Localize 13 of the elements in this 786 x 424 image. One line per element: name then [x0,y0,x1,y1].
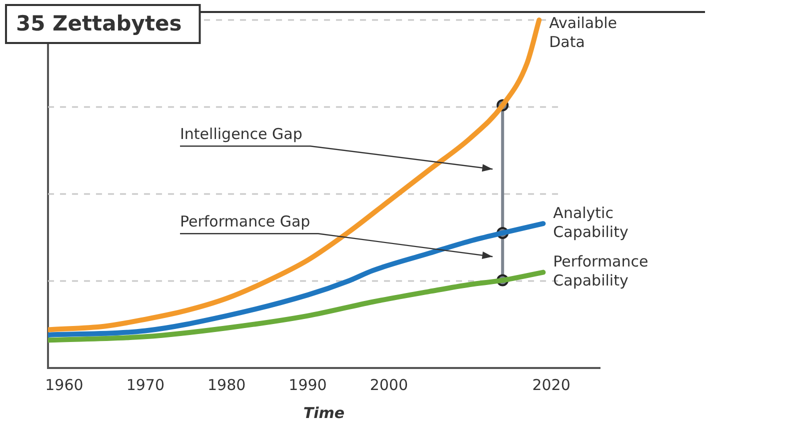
x-tick-label: 1990 [288,376,327,394]
x-axis-title: Time [303,404,345,422]
x-tick-label: 1980 [207,376,246,394]
y-axis-title: 35 Zettabytes [16,11,182,36]
x-tick-label: 1970 [126,376,165,394]
series-label: Available Data [549,14,618,51]
x-tick-label: 1960 [45,376,84,394]
annotation: Performance Gap [180,212,310,231]
series-label: Performance Capability [553,252,648,290]
x-tick-label: 2020 [532,376,570,394]
x-tick-label: 2000 [370,376,408,394]
annotation: Intelligence Gap [180,125,302,144]
series-label: Analytic Capability [553,204,628,241]
